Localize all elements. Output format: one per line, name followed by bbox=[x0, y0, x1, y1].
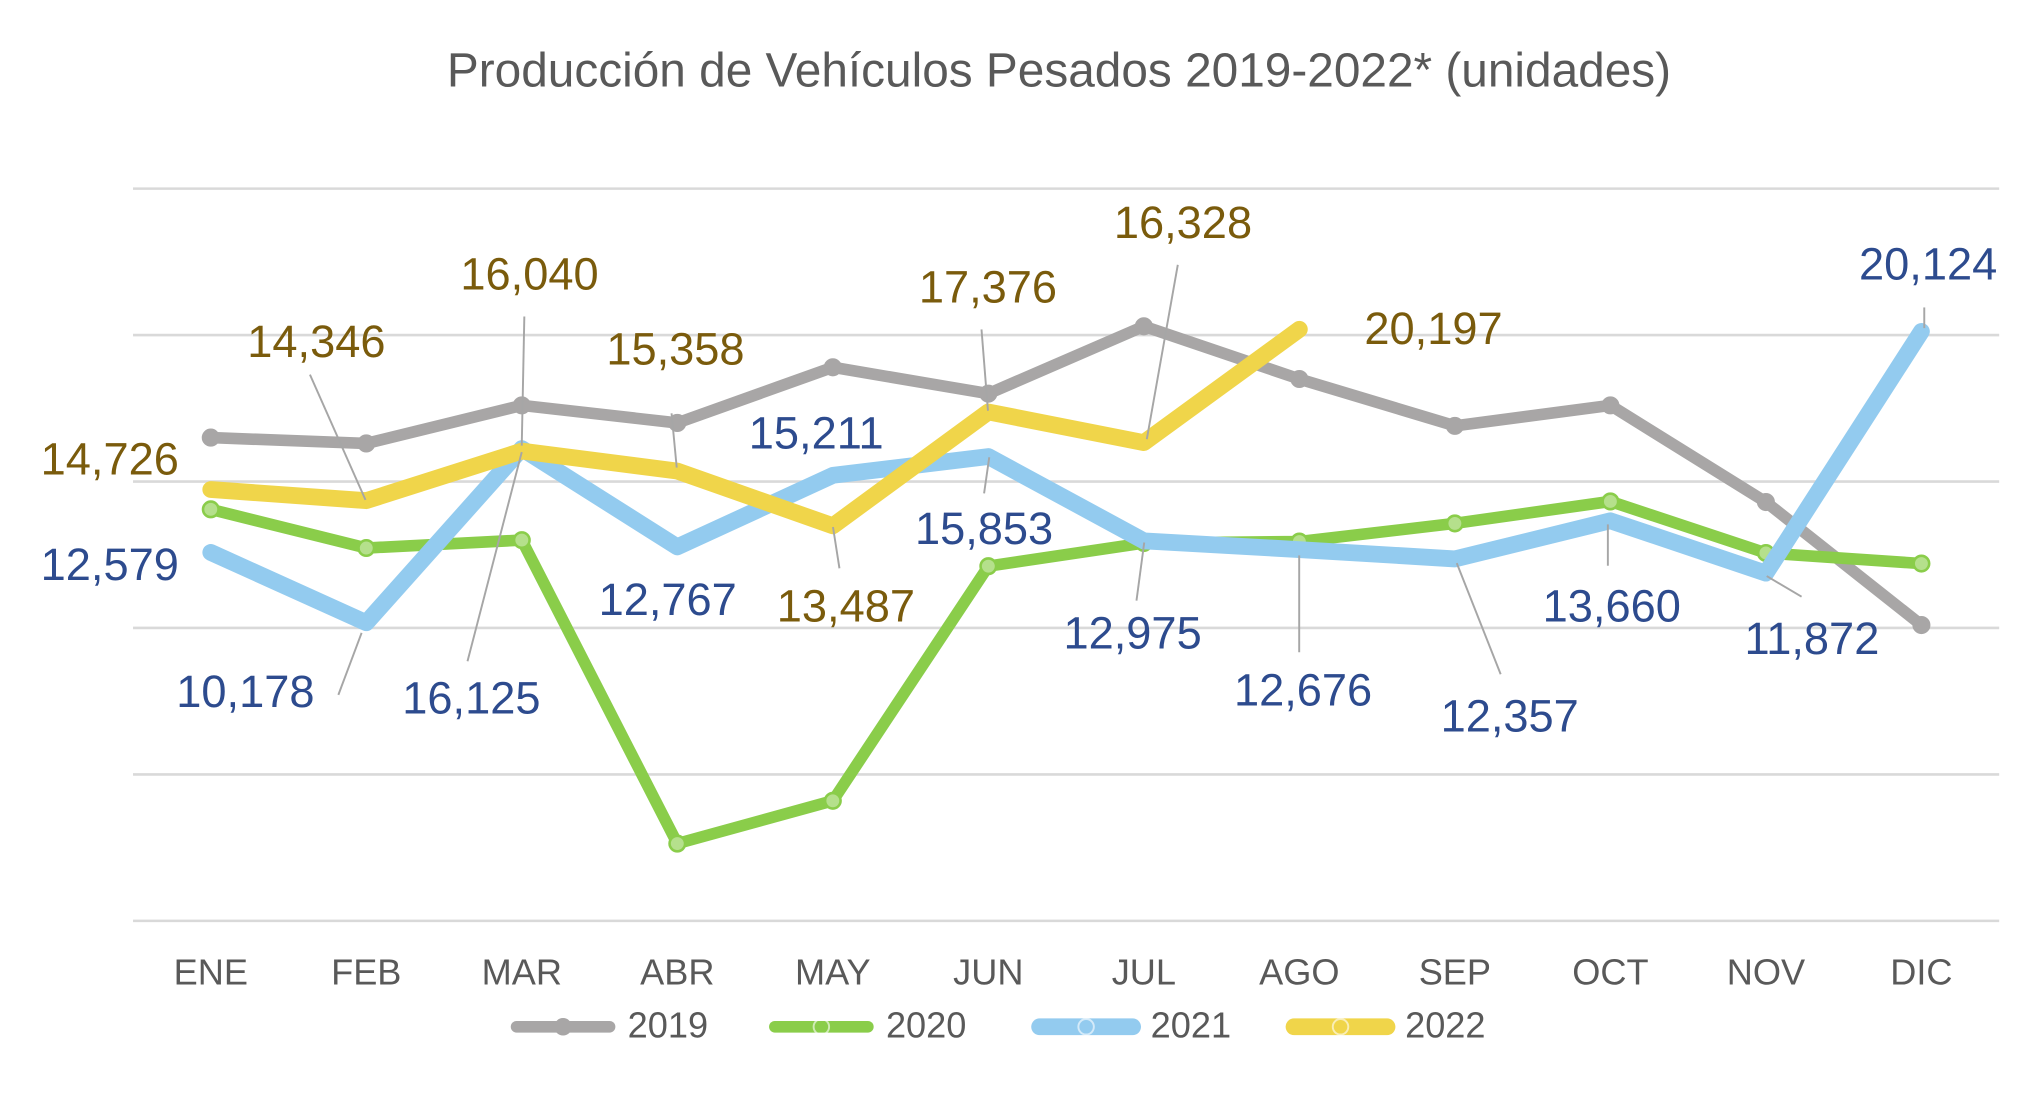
marker bbox=[201, 500, 220, 519]
marker bbox=[1134, 317, 1153, 336]
series-line bbox=[202, 320, 1308, 535]
marker bbox=[357, 538, 376, 558]
x-tick-label: FEB bbox=[331, 952, 401, 993]
x-tick-label: MAY bbox=[795, 952, 871, 993]
leader-line bbox=[980, 329, 989, 411]
data-label: 15,358 bbox=[606, 324, 744, 375]
leader-line bbox=[832, 526, 841, 569]
data-label: 16,040 bbox=[460, 249, 598, 300]
data-label: 11,872 bbox=[1744, 613, 1879, 664]
marker bbox=[1912, 616, 1931, 635]
x-tick-label: ABR bbox=[640, 952, 714, 993]
x-tick-label: JUN bbox=[953, 952, 1023, 993]
legend-marker bbox=[554, 1018, 572, 1036]
data-label: 17,376 bbox=[919, 262, 1057, 313]
series-line bbox=[204, 495, 1928, 850]
marker bbox=[1912, 554, 1931, 573]
marker bbox=[1445, 514, 1464, 533]
data-label: 12,357 bbox=[1441, 690, 1579, 741]
x-tick-label: SEP bbox=[1419, 952, 1491, 993]
data-label: 12,676 bbox=[1234, 665, 1372, 716]
marker bbox=[1756, 492, 1775, 512]
legend-label: 2019 bbox=[628, 1005, 708, 1046]
x-tick-label: AGO bbox=[1259, 952, 1339, 993]
leader-line bbox=[983, 457, 991, 494]
marker bbox=[1601, 396, 1620, 415]
chart-title: Producción de Vehículos Pesados 2019-202… bbox=[447, 44, 1671, 97]
leader-line bbox=[1455, 562, 1502, 675]
leader-line bbox=[520, 316, 526, 446]
marker bbox=[357, 434, 376, 453]
marker bbox=[979, 557, 998, 576]
marker bbox=[512, 531, 531, 550]
data-label: 12,975 bbox=[1063, 608, 1201, 659]
data-label: 14,726 bbox=[41, 433, 179, 484]
data-label: 14,346 bbox=[247, 316, 385, 367]
legend-label: 2021 bbox=[1151, 1005, 1231, 1046]
marker bbox=[201, 428, 220, 447]
leader-line bbox=[1766, 575, 1803, 598]
leader-line bbox=[1145, 264, 1179, 440]
data-label: 13,660 bbox=[1543, 581, 1681, 632]
legend-marker bbox=[1077, 1018, 1095, 1036]
data-label: 16,125 bbox=[402, 672, 540, 723]
x-tick-label: ENE bbox=[174, 952, 248, 993]
x-tick-label: OCT bbox=[1572, 952, 1648, 993]
data-label: 12,579 bbox=[41, 539, 179, 590]
legend-label: 2022 bbox=[1405, 1005, 1485, 1046]
marker bbox=[1601, 492, 1620, 511]
leader-line bbox=[670, 413, 678, 468]
marker bbox=[979, 384, 998, 403]
x-tick-label: JUL bbox=[1112, 952, 1176, 993]
leader-line bbox=[1135, 542, 1146, 601]
x-tick-label: DIC bbox=[1890, 952, 1952, 993]
marker bbox=[823, 358, 842, 377]
data-label: 20,124 bbox=[1859, 238, 1997, 289]
marker bbox=[668, 834, 687, 853]
marker bbox=[1445, 416, 1464, 435]
data-label: 10,178 bbox=[176, 666, 314, 717]
data-label: 20,197 bbox=[1364, 303, 1502, 354]
data-label: 15,211 bbox=[749, 408, 884, 459]
data-label: 12,767 bbox=[599, 574, 737, 625]
leader-line bbox=[309, 374, 367, 501]
legend-marker bbox=[812, 1018, 831, 1036]
data-label: 16,328 bbox=[1114, 197, 1252, 248]
legend-marker bbox=[1331, 1018, 1350, 1036]
leader-line bbox=[466, 451, 523, 662]
data-label: 15,853 bbox=[915, 503, 1053, 554]
x-tick-label: NOV bbox=[1727, 952, 1805, 993]
legend-label: 2020 bbox=[886, 1005, 966, 1046]
marker bbox=[1290, 369, 1309, 389]
leader-line bbox=[337, 632, 363, 696]
series-line bbox=[204, 320, 1928, 631]
marker bbox=[823, 791, 842, 810]
series-line bbox=[202, 323, 1930, 632]
x-tick-label: MAR bbox=[482, 952, 562, 993]
data-label: 13,487 bbox=[777, 581, 915, 632]
